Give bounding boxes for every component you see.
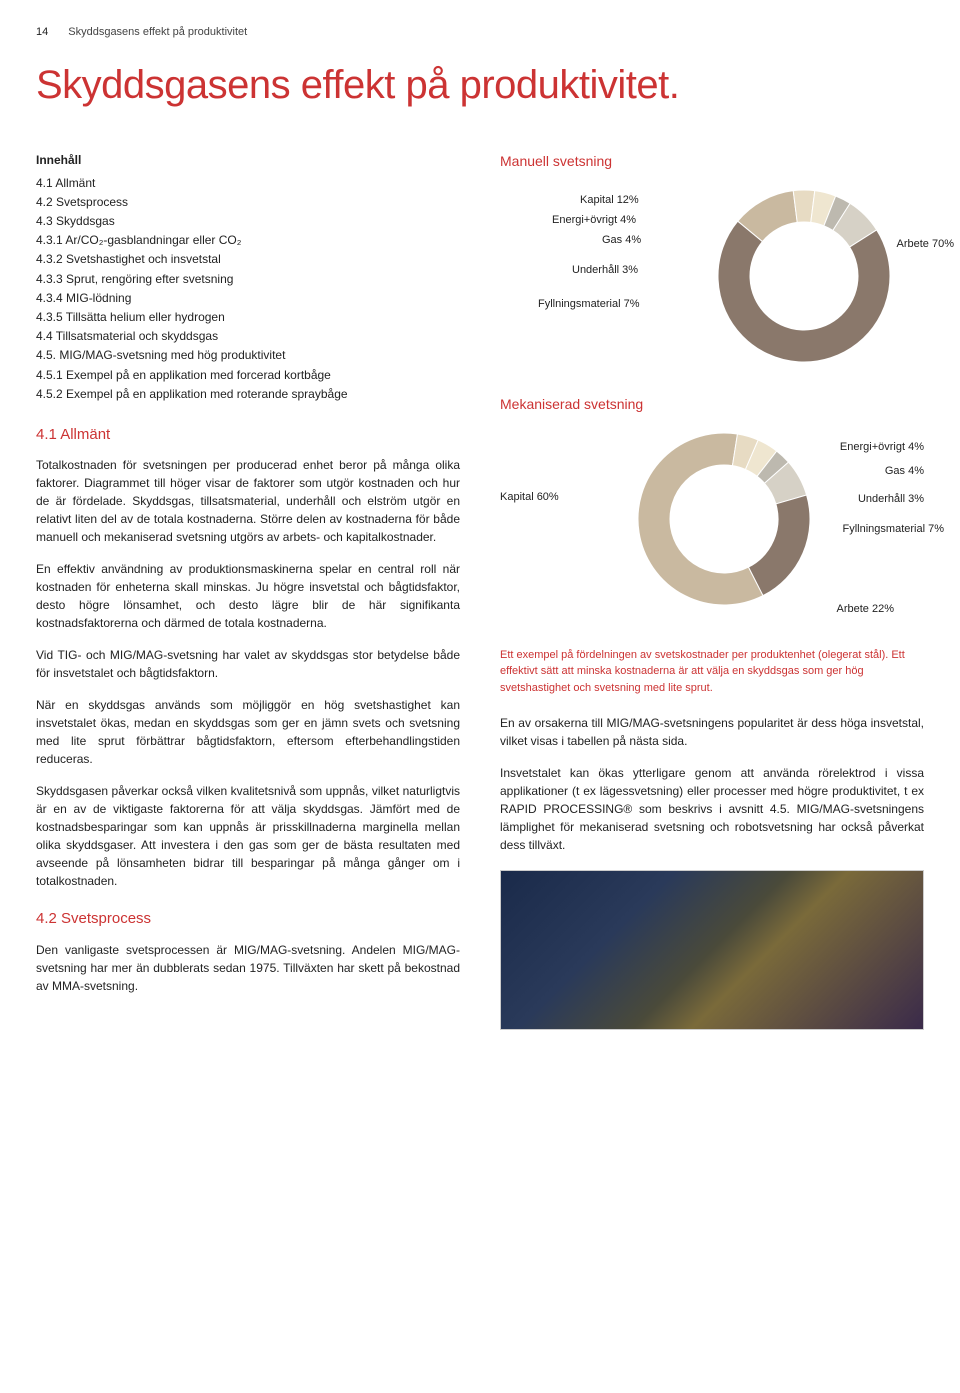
chart1-label: Fyllningsmaterial 7% — [538, 296, 639, 313]
body-paragraph: Insvetstalet kan ökas ytterligare genom … — [500, 764, 924, 854]
chart2-label: Arbete 22% — [837, 601, 894, 618]
table-of-contents: Innehåll 4.1 Allmänt 4.2 Svetsprocess 4.… — [36, 151, 460, 404]
section-4-2-title: 4.2 Svetsprocess — [36, 908, 460, 931]
page-number: 14 — [36, 24, 48, 41]
toc-item: 4.3.4 MIG-lödning — [36, 289, 460, 308]
chart1-label: Arbete 70% — [897, 236, 954, 253]
chart2-label: Kapital 60% — [500, 489, 559, 506]
body-paragraph: Skyddsgasen påverkar också vilken kvalit… — [36, 782, 460, 890]
chart2-label: Energi+övrigt 4% — [840, 439, 924, 456]
toc-title: Innehåll — [36, 151, 460, 170]
main-title: Skyddsgasens effekt på produktivitet. — [36, 55, 924, 115]
chart1-title: Manuell svetsning — [500, 151, 924, 172]
body-paragraph: Den vanligaste svetsprocessen är MIG/MAG… — [36, 941, 460, 995]
welding-photo — [500, 870, 924, 1030]
chart2-label: Gas 4% — [885, 463, 924, 480]
toc-item: 4.5.1 Exempel på en applikation med forc… — [36, 366, 460, 385]
chart1-donut: Kapital 12% Energi+övrigt 4% Gas 4% Unde… — [500, 186, 924, 386]
chart2-donut: Kapital 60% Energi+övrigt 4% Gas 4% Unde… — [500, 429, 924, 639]
chart1-label: Underhåll 3% — [572, 262, 638, 279]
toc-item: 4.3.3 Sprut, rengöring efter svetsning — [36, 270, 460, 289]
toc-item: 4.5.2 Exempel på en applikation med rote… — [36, 385, 460, 404]
body-paragraph: Totalkostnaden för svetsningen per produ… — [36, 456, 460, 546]
chart1-label: Kapital 12% — [580, 192, 639, 209]
body-paragraph: En effektiv användning av produktionsmas… — [36, 560, 460, 632]
toc-item: 4.3.1 Ar/CO₂-gasblandningar eller CO₂ — [36, 231, 460, 250]
body-paragraph: När en skyddsgas används som möjliggör e… — [36, 696, 460, 768]
left-column: Innehåll 4.1 Allmänt 4.2 Svetsprocess 4.… — [36, 151, 460, 1031]
right-column: Manuell svetsning Kapital 12% Energi+övr… — [500, 151, 924, 1031]
chart2-label: Fyllningsmaterial 7% — [843, 521, 944, 538]
chart2-label: Underhåll 3% — [858, 491, 924, 508]
chart2-title: Mekaniserad svetsning — [500, 394, 924, 415]
toc-item: 4.3.2 Svetshastighet och insvetstal — [36, 250, 460, 269]
body-paragraph: Vid TIG- och MIG/MAG-svetsning har valet… — [36, 646, 460, 682]
page-header: 14 Skyddsgasens effekt på produktivitet — [36, 24, 924, 41]
toc-item: 4.2 Svetsprocess — [36, 193, 460, 212]
toc-item: 4.3 Skyddsgas — [36, 212, 460, 231]
header-subtitle: Skyddsgasens effekt på produktivitet — [68, 24, 247, 41]
chart1-label: Gas 4% — [602, 232, 641, 249]
toc-item: 4.5. MIG/MAG-svetsning med hög produktiv… — [36, 346, 460, 365]
body-paragraph: En av orsakerna till MIG/MAG-svetsningen… — [500, 714, 924, 750]
toc-item: 4.4 Tillsatsmaterial och skyddsgas — [36, 327, 460, 346]
chart-caption: Ett exempel på fördelningen av svetskost… — [500, 647, 924, 697]
section-4-1-title: 4.1 Allmänt — [36, 424, 460, 447]
toc-item: 4.1 Allmänt — [36, 174, 460, 193]
chart1-label: Energi+övrigt 4% — [552, 212, 636, 229]
toc-item: 4.3.5 Tillsätta helium eller hydrogen — [36, 308, 460, 327]
